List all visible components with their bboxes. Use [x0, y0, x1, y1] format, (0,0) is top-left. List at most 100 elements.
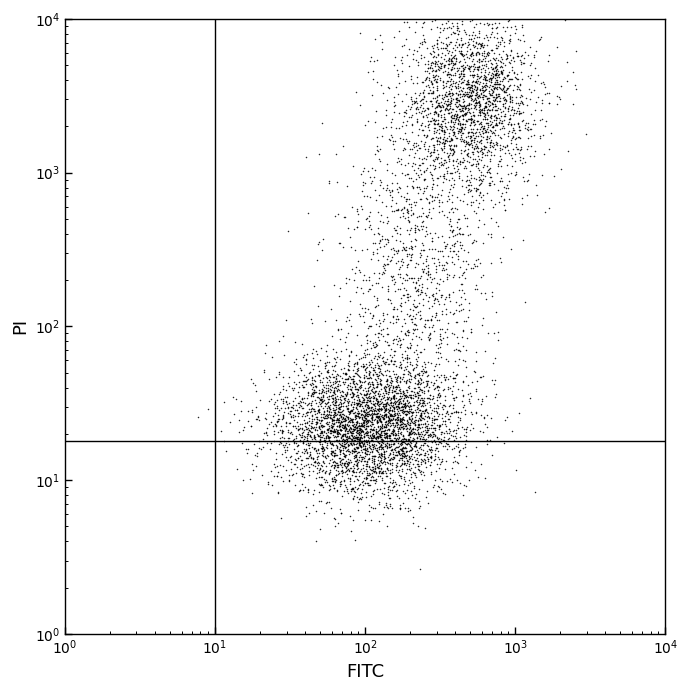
- Point: [426, 57, 438, 68]
- Point: [387, 382, 398, 393]
- Point: [402, 449, 413, 460]
- Point: [409, 96, 420, 107]
- Point: [320, 363, 331, 374]
- Point: [437, 230, 448, 242]
- Point: [396, 358, 407, 370]
- Point: [423, 141, 434, 152]
- Point: [486, 111, 497, 122]
- Point: [413, 392, 424, 403]
- Point: [410, 409, 421, 420]
- Point: [360, 412, 371, 424]
- Point: [322, 385, 333, 396]
- Point: [369, 336, 380, 347]
- Point: [480, 390, 491, 401]
- Point: [348, 388, 359, 399]
- Point: [397, 435, 408, 446]
- Point: [350, 244, 361, 255]
- Point: [296, 364, 307, 375]
- Point: [347, 465, 358, 476]
- Point: [333, 403, 344, 414]
- Point: [369, 431, 380, 442]
- Point: [435, 122, 446, 133]
- Point: [420, 226, 431, 237]
- Point: [384, 397, 395, 408]
- Point: [444, 149, 455, 161]
- Point: [446, 110, 457, 121]
- Point: [338, 419, 349, 430]
- Point: [537, 77, 548, 88]
- Point: [480, 473, 491, 484]
- Point: [373, 396, 384, 407]
- Point: [530, 145, 541, 156]
- Point: [447, 372, 458, 383]
- Point: [360, 471, 371, 482]
- Point: [449, 128, 460, 139]
- Point: [395, 460, 407, 471]
- Point: [411, 286, 422, 297]
- Point: [465, 91, 476, 102]
- Point: [379, 383, 390, 394]
- Point: [363, 388, 374, 399]
- Point: [382, 483, 393, 494]
- Point: [420, 421, 431, 432]
- Point: [278, 441, 289, 453]
- Point: [329, 375, 340, 386]
- Point: [353, 455, 364, 466]
- Point: [338, 405, 349, 416]
- Point: [357, 426, 368, 437]
- Point: [533, 69, 544, 80]
- Point: [387, 444, 398, 455]
- Point: [383, 370, 394, 381]
- Point: [402, 415, 413, 426]
- Point: [462, 139, 473, 150]
- Point: [409, 492, 420, 503]
- Point: [398, 237, 409, 248]
- Point: [420, 254, 431, 265]
- Point: [450, 39, 461, 51]
- Point: [426, 277, 437, 288]
- Point: [389, 390, 400, 401]
- Point: [420, 37, 431, 48]
- Point: [377, 370, 388, 381]
- Point: [465, 152, 476, 163]
- Point: [285, 417, 296, 428]
- Point: [466, 15, 477, 26]
- Point: [424, 402, 435, 413]
- Point: [386, 392, 397, 403]
- Point: [364, 440, 376, 451]
- Point: [522, 121, 533, 132]
- Point: [477, 80, 488, 91]
- Point: [433, 358, 444, 369]
- Point: [479, 159, 490, 170]
- Point: [477, 393, 488, 404]
- Point: [312, 392, 323, 403]
- Point: [373, 363, 384, 374]
- Point: [435, 427, 446, 438]
- Point: [375, 457, 386, 468]
- Point: [480, 82, 491, 93]
- Point: [462, 246, 473, 257]
- Point: [371, 444, 382, 455]
- Point: [476, 104, 487, 116]
- Point: [334, 403, 345, 415]
- Point: [515, 59, 526, 70]
- Point: [289, 357, 300, 368]
- Point: [313, 466, 324, 477]
- Point: [431, 58, 442, 69]
- Point: [372, 146, 383, 157]
- Point: [307, 417, 318, 428]
- Point: [362, 401, 373, 412]
- Point: [337, 439, 348, 450]
- Point: [400, 133, 411, 144]
- Point: [467, 95, 478, 107]
- Point: [356, 419, 367, 430]
- Point: [426, 99, 437, 110]
- Point: [355, 310, 366, 321]
- Point: [472, 115, 483, 126]
- Point: [471, 69, 482, 80]
- Point: [516, 21, 527, 33]
- Point: [507, 130, 518, 141]
- Point: [506, 120, 517, 131]
- Point: [368, 424, 379, 435]
- Point: [444, 75, 455, 86]
